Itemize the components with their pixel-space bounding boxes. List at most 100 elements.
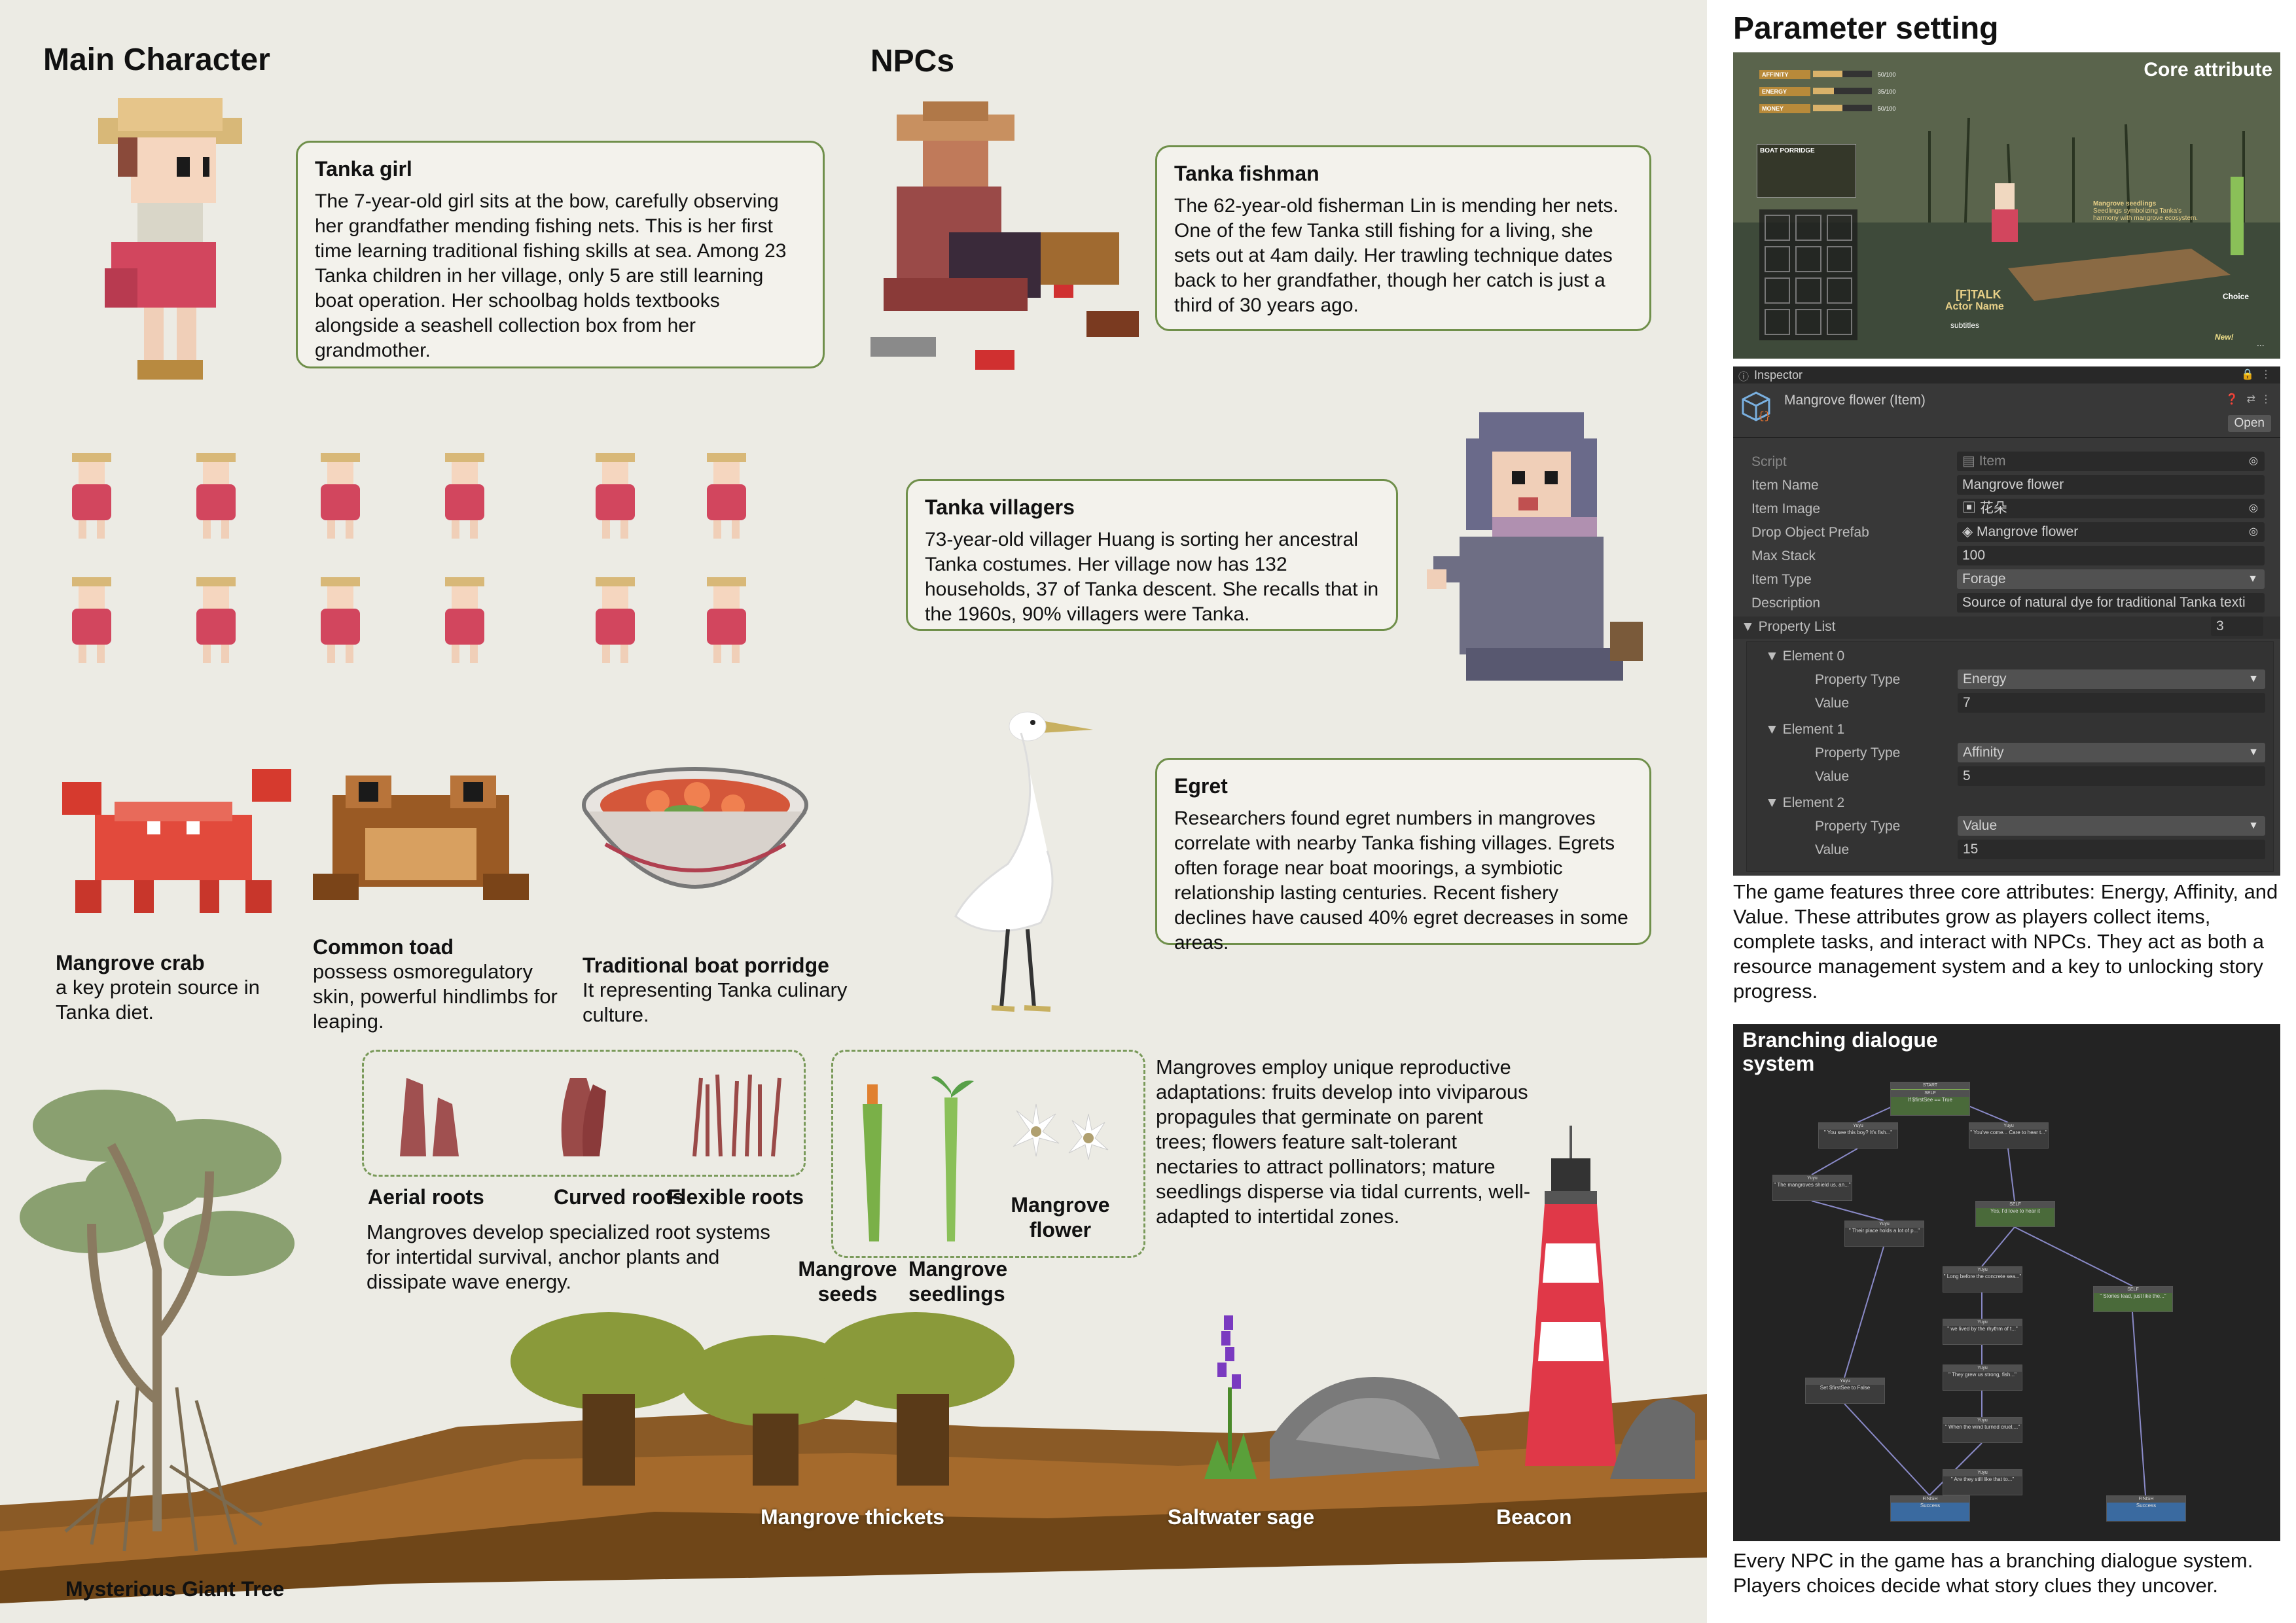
money-bar: MONEY 50/100 <box>1759 102 1895 119</box>
target-icon[interactable]: ◎ <box>2249 526 2258 537</box>
drop-object-prefab-field[interactable]: ◈ Mangrove flower ◎ <box>1957 522 2265 542</box>
tanka-girl-card: Tanka girl The 7-year-old girl sits at t… <box>296 141 825 368</box>
kebab-menu-icon[interactable]: ⋮ <box>2261 394 2271 405</box>
talk-prompt[interactable]: [F]TALK <box>1956 288 2001 301</box>
curved-roots-label: Curved roots <box>554 1185 685 1209</box>
element-1-type-dropdown[interactable]: Affinity ▼ <box>1958 743 2265 762</box>
tanka-fishman-sprite <box>870 101 1139 370</box>
element-2-value-field[interactable]: 15 <box>1958 840 2265 859</box>
dialogue-node[interactable]: SELF " Stories lead, just like the..." <box>2093 1286 2173 1312</box>
drop-object-prefab-row: Drop Object Prefab ◈ Mangrove flower ◎ <box>1733 522 2280 544</box>
dialogue-node-text: Yes, I'd love to hear it <box>1990 1208 2040 1214</box>
item-type-dropdown[interactable]: Forage ▼ <box>1957 569 2265 589</box>
inventory-slot[interactable] <box>1795 277 1821 304</box>
dialogue-node[interactable]: Yuyu " Long before the concrete sea..." <box>1943 1266 2022 1293</box>
inventory-slot[interactable] <box>1765 215 1791 241</box>
dialogue-node-title: Yuyu <box>1845 1221 1924 1228</box>
max-stack-field[interactable]: 100 <box>1957 546 2265 565</box>
boat-porridge-bowl <box>582 767 808 889</box>
core-attributes-description: The game features three core attributes:… <box>1733 880 2278 1003</box>
curved-roots-icon <box>561 1078 606 1156</box>
inventory-slot[interactable] <box>1826 277 1852 304</box>
dialogue-node[interactable]: SELF Yes, I'd love to hear it <box>1975 1201 2055 1227</box>
property-list-count[interactable]: 3 <box>2211 616 2263 636</box>
kebab-menu-icon[interactable]: ⋮ <box>2261 369 2271 380</box>
property-list-row[interactable]: ▼ Property List 3 <box>1733 616 2280 639</box>
choice-label[interactable]: Choice <box>2223 292 2250 301</box>
inventory-slot[interactable] <box>1826 215 1852 241</box>
dialogue-node-title: Yuyu <box>1969 1123 2048 1130</box>
inventory-slot[interactable] <box>1795 215 1821 241</box>
target-icon[interactable]: ◎ <box>2249 503 2258 514</box>
tanka-girl-sprite <box>98 98 242 380</box>
script-value: Item <box>1979 454 2006 469</box>
aerial-roots-icon <box>400 1078 459 1156</box>
more-indicator[interactable]: ... <box>2257 338 2265 348</box>
element-0-type-value: Energy <box>1963 671 2007 687</box>
dialogue-node[interactable]: Yuyu " we lived by the rhythm of t..." <box>1943 1319 2022 1345</box>
roots-description: Mangroves develop specialized root syste… <box>367 1221 770 1293</box>
element-1-row[interactable]: ▼ Element 1 <box>1747 719 2294 741</box>
help-icon[interactable]: ❓ <box>2225 394 2238 405</box>
open-button[interactable]: Open <box>2227 415 2271 432</box>
tanka-fishman-card: Tanka fishman The 62-year-old fisherman … <box>1155 145 1651 331</box>
dialogue-node[interactable]: Yuyu " Their place holds a lot of p..." <box>1844 1221 1924 1247</box>
element-1-foldout[interactable]: ▼ Element 1 <box>1765 722 1845 737</box>
sprite-frames <box>72 453 746 663</box>
dialogue-node[interactable]: Yuyu Set $firstSee to False <box>1805 1378 1885 1404</box>
script-field: ▤ Item ◎ <box>1957 452 2265 471</box>
inventory-slot[interactable] <box>1795 309 1821 335</box>
item-name-field[interactable]: Mangrove flower <box>1957 475 2265 495</box>
script-label: Script <box>1751 454 1787 469</box>
element-0-type-dropdown[interactable]: Energy ▼ <box>1958 669 2265 689</box>
lock-icon[interactable]: 🔒 <box>2241 369 2254 380</box>
inventory-slot[interactable] <box>1826 309 1852 335</box>
dialogue-node[interactable]: Yuyu " You see this boy? It's fish..." <box>1818 1122 1898 1149</box>
inventory-slot[interactable] <box>1765 309 1791 335</box>
dialogue-node[interactable]: Yuyu " They grew us strong, fish..." <box>1943 1364 2022 1391</box>
inventory-slot[interactable] <box>1826 246 1852 272</box>
element-1-value-field[interactable]: 5 <box>1958 766 2265 786</box>
element-2-type-dropdown[interactable]: Value ▼ <box>1958 816 2265 836</box>
description-label: Description <box>1751 596 1821 611</box>
property-list-foldout[interactable]: ▼ Property List <box>1741 619 1836 634</box>
dialogue-node-text: Set $firstSee to False <box>1820 1385 1871 1391</box>
element-2-foldout[interactable]: ▼ Element 2 <box>1765 795 1845 810</box>
inventory-slot[interactable] <box>1795 246 1821 272</box>
dialogue-node[interactable]: FINISH Success <box>1890 1495 1970 1522</box>
element-1-type-label: Property Type <box>1815 745 1901 760</box>
inventory-slot[interactable] <box>1765 277 1791 304</box>
element-0-foldout[interactable]: ▼ Element 0 <box>1765 649 1845 664</box>
dialogue-node[interactable]: FINISH Success <box>2106 1495 2186 1522</box>
element-1-label: Element 1 <box>1782 722 1845 737</box>
item-image-field[interactable]: ▣ 花朵 ◎ <box>1957 499 2265 518</box>
element-0-value-field[interactable]: 7 <box>1958 693 2265 713</box>
inspector-object-title: Mangrove flower (Item) <box>1784 393 1926 408</box>
element-0-row[interactable]: ▼ Element 0 <box>1747 646 2294 668</box>
dialogue-node-text: " They grew us strong, fish..." <box>1948 1372 2017 1378</box>
dialogue-node[interactable]: SELF If $firstSee == True <box>1890 1090 1970 1116</box>
element-0-type-label: Property Type <box>1815 672 1901 687</box>
dialogue-node[interactable]: Yuyu " You've come... Care to hear t..." <box>1969 1122 2049 1149</box>
beacon-label: Beacon <box>1496 1505 1572 1529</box>
actor-name: Actor Name <box>1945 301 2004 312</box>
inventory-grid[interactable] <box>1759 209 1857 340</box>
flexible-roots-label: Flexible roots <box>668 1185 804 1209</box>
preset-icon[interactable]: ⇄ <box>2246 394 2255 405</box>
dialogue-node[interactable]: Yuyu " Are they still like that to..." <box>1943 1469 2022 1495</box>
element-2-row[interactable]: ▼ Element 2 <box>1747 793 2294 815</box>
energy-bar-fill <box>1813 87 1834 94</box>
element-1-type-value: Affinity <box>1963 745 2004 760</box>
inspector-tab[interactable]: Inspector <box>1754 368 1803 382</box>
description-field[interactable]: Source of natural dye for traditional Ta… <box>1957 593 2265 613</box>
inventory-slot[interactable] <box>1765 246 1791 272</box>
tanka-villagers-body: 73-year-old villager Huang is sorting he… <box>925 529 1379 625</box>
affinity-bar-fill <box>1813 70 1843 77</box>
mangrove-seedlings-label: Mangrove seedlings <box>908 1257 1008 1306</box>
dialogue-node-title: START <box>1891 1082 1969 1089</box>
max-stack-row: Max Stack 100 <box>1733 546 2280 568</box>
dialogue-node[interactable]: Yuyu " When the wind turned cruel,..." <box>1943 1417 2022 1443</box>
dialogue-node[interactable]: Yuyu " The mangroves shield us, an..." <box>1772 1175 1852 1201</box>
element-1-type-row: Property Type Affinity ▼ <box>1747 743 2294 765</box>
affinity-bar-value: 50/100 <box>1877 71 1896 78</box>
